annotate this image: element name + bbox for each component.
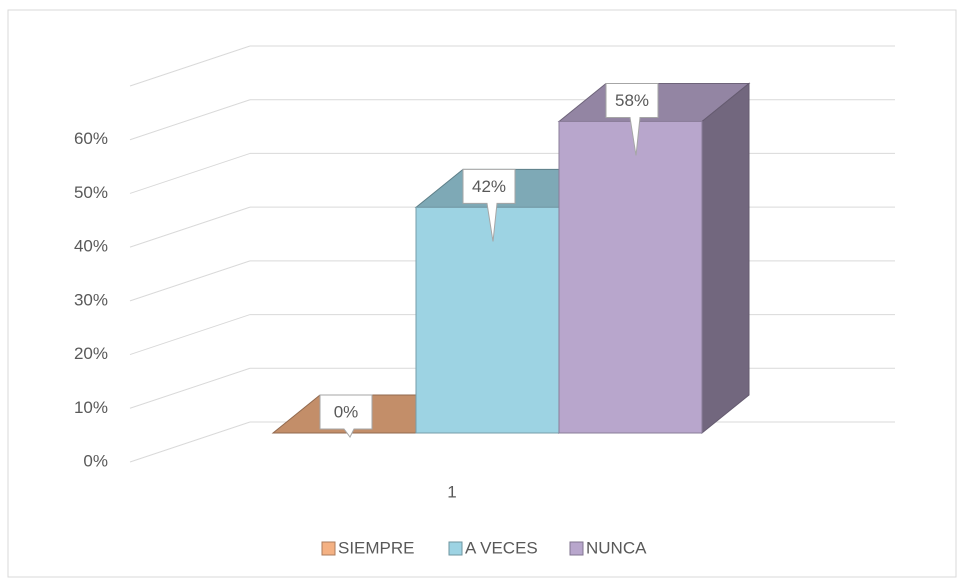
data-label-box [462, 168, 516, 242]
legend-label: SIEMPRE [338, 538, 415, 557]
y-tick-label: 30% [74, 290, 108, 309]
legend-label: NUNCA [586, 538, 647, 557]
grid-line [129, 314, 251, 356]
y-tick-label: 10% [74, 398, 108, 417]
bar-side [701, 82, 750, 435]
legend-swatch [569, 541, 584, 556]
grid-line [129, 260, 251, 302]
grid-line [129, 367, 251, 409]
data-label: 58% [615, 91, 649, 110]
bar [415, 206, 560, 434]
bar [558, 120, 703, 434]
x-tick-label: 1 [447, 482, 456, 501]
data-label-box [319, 394, 373, 438]
data-label-box [605, 82, 659, 156]
y-tick-label: 0% [83, 451, 108, 470]
grid-line [129, 99, 251, 141]
y-tick-label: 50% [74, 183, 108, 202]
legend-swatch [321, 541, 336, 556]
grid-line [129, 152, 251, 194]
data-label: 42% [472, 177, 506, 196]
grid-line [129, 206, 251, 248]
legend-label: A VECES [465, 538, 538, 557]
grid-line [129, 421, 251, 463]
grid-line [129, 45, 251, 87]
legend-swatch [448, 541, 463, 556]
y-tick-label: 60% [74, 129, 108, 148]
y-tick-label: 40% [74, 237, 108, 256]
y-tick-label: 20% [74, 344, 108, 363]
data-label: 0% [334, 402, 359, 421]
